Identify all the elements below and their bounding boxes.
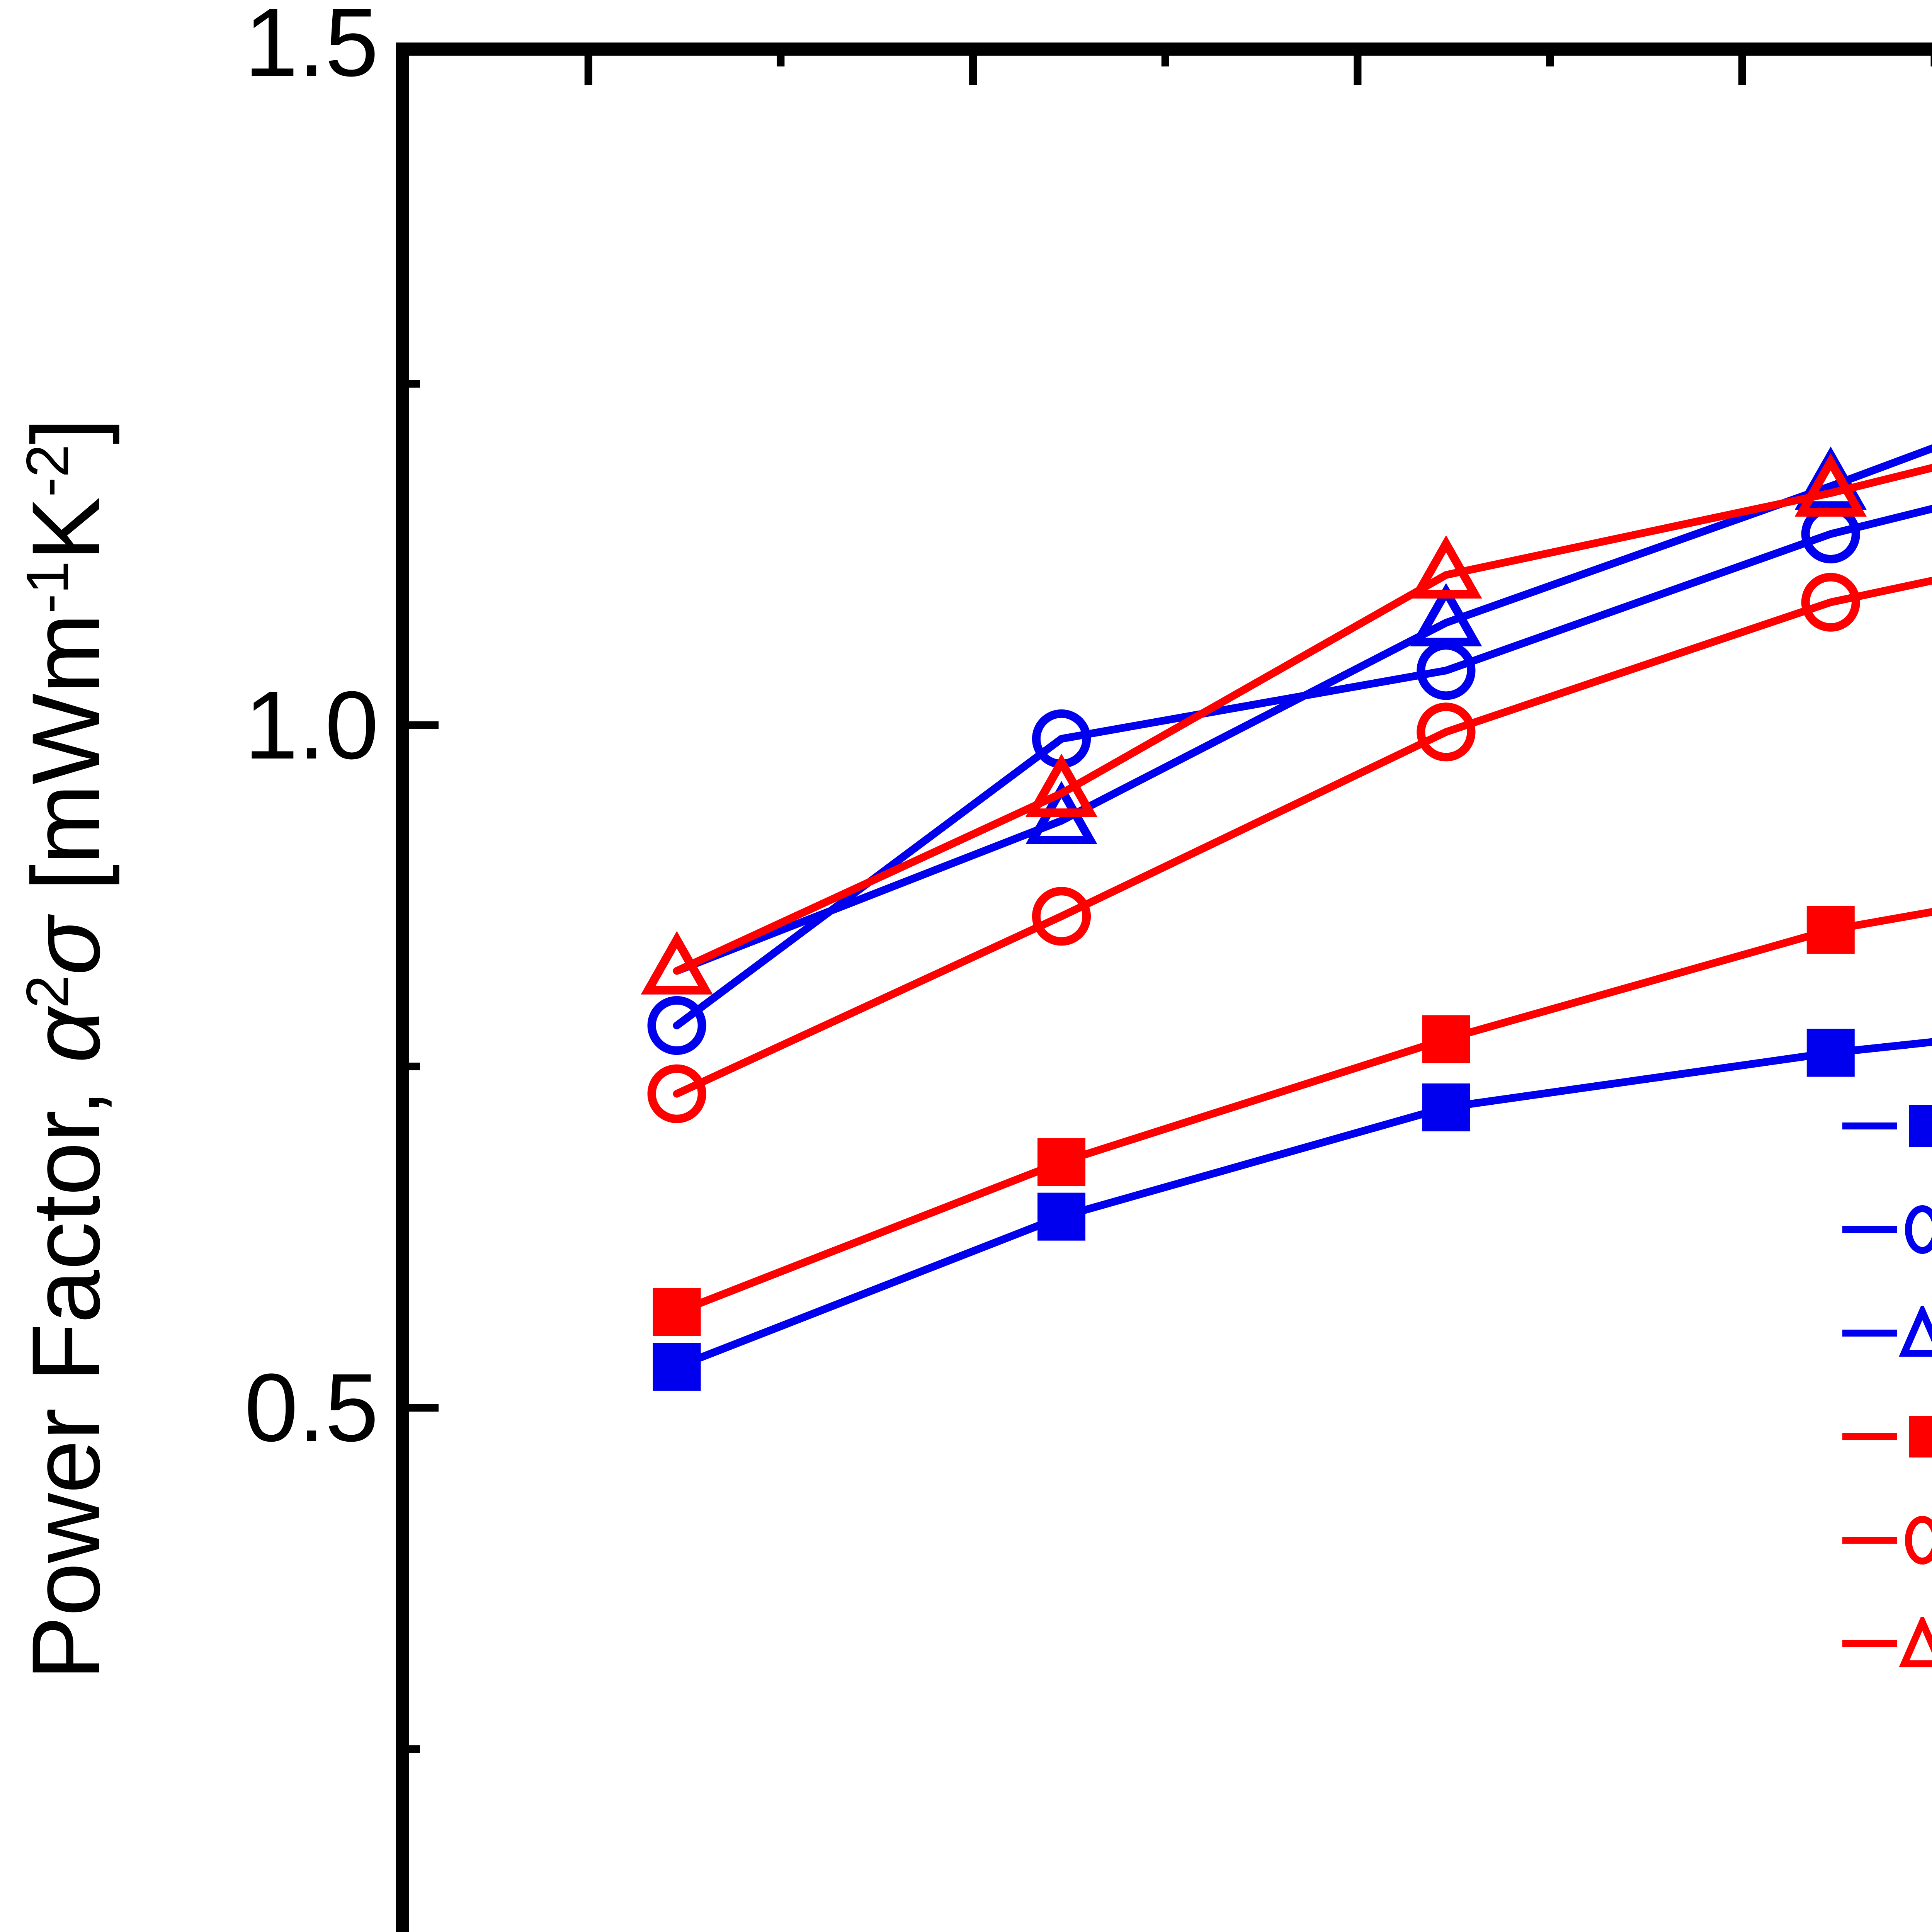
data-point-marker-square (1422, 1015, 1470, 1063)
legend-item[interactable]: MnSi1.73 [Ref. 13] (1839, 1385, 1932, 1488)
series-5 (641, 453, 1932, 995)
legend-item[interactable]: MnSi1.72:Ge0.01 (1839, 1178, 1932, 1281)
data-point-marker-square (1806, 906, 1855, 954)
series-line (673, 464, 1932, 975)
data-point-marker-square (653, 1343, 701, 1391)
legend-key-open-circle (1842, 1516, 1932, 1565)
data-point-marker-triangle (641, 931, 713, 995)
series-4 (647, 573, 1932, 1123)
series-line (673, 908, 1932, 1316)
legend-key-filled-square (1842, 1416, 1932, 1458)
plot-frame (396, 43, 1932, 1932)
y-axis-unit-close: ] (12, 418, 120, 445)
data-point-marker-circle (1032, 887, 1091, 946)
y-axis-tick-label: 1.5 (244, 0, 379, 96)
series-0 (653, 1029, 1932, 1391)
legend-marker-circle (1905, 1516, 1932, 1565)
legend-key-filled-square (1842, 1105, 1932, 1147)
data-point-marker-triangle (1025, 753, 1098, 817)
y-axis-unit-open: [mWm (12, 613, 120, 917)
data-point-marker-square (1037, 1138, 1086, 1186)
legend-key-open-triangle (1842, 1617, 1932, 1667)
legend-marker-square (1909, 1416, 1932, 1458)
data-point-marker-square (1422, 1083, 1470, 1131)
data-point-marker-circle (1801, 573, 1860, 632)
legend-marker-triangle (1899, 1306, 1932, 1357)
legend-item[interactable]: MnSi1.73:Ge0.03 (1839, 1592, 1932, 1696)
series-line (673, 577, 1932, 1098)
data-point-marker-circle (647, 1064, 706, 1123)
legend-item[interactable]: MnSi1.72 [Ref. 13] (1839, 1074, 1932, 1178)
legend-marker-triangle (1899, 1617, 1932, 1667)
legend-item[interactable]: MnSi1.72:Ge0.02 (1839, 1281, 1932, 1385)
data-point-marker-triangle (1794, 453, 1867, 517)
data-point-marker-circle (647, 996, 706, 1055)
plot-area (396, 43, 1932, 1932)
legend-key-open-circle (1842, 1205, 1932, 1254)
data-point-marker-square (1806, 1029, 1855, 1077)
y-axis-unit-exponent-2: -2 (14, 444, 81, 497)
y-axis-tick-label: 1.0 (244, 671, 379, 779)
y-axis-unit-kelvin: K (12, 497, 120, 561)
data-point-marker-triangle (1410, 535, 1482, 599)
legend: MnSi1.72 [Ref. 13]MnSi1.72:Ge0.01MnSi1.7… (1839, 1074, 1932, 1696)
y-axis-title-sigma: σ (12, 917, 120, 975)
y-axis-unit-exponent-1: -1 (14, 561, 81, 614)
series-line (673, 444, 1932, 975)
y-axis-tick-label: 0.5 (244, 1354, 379, 1462)
data-point-marker-square (653, 1288, 701, 1336)
y-axis-title-prefix: Power Factor, (12, 1063, 120, 1680)
series-3 (653, 906, 1932, 1336)
series-line (673, 505, 1932, 1029)
y-axis-title: Power Factor, α2σ [mWm-1K-2] (0, 0, 131, 1932)
data-point-marker-square (1037, 1192, 1086, 1241)
y-axis-title-alpha: α (12, 1008, 120, 1063)
data-point-marker-circle (1417, 702, 1476, 762)
legend-item[interactable]: MnSi1.73:Ge0.02 (1839, 1488, 1932, 1592)
y-axis-title-alpha-exponent: 2 (14, 975, 81, 1008)
legend-marker-square (1909, 1105, 1932, 1147)
y-axis-tick-labels: 0.00.51.01.5 (116, 0, 379, 1932)
series-2 (641, 444, 1932, 995)
data-point-marker-triangle (1410, 583, 1482, 646)
series-line (673, 1038, 1932, 1371)
legend-marker-circle (1905, 1205, 1932, 1254)
legend-key-open-triangle (1842, 1306, 1932, 1357)
plot-svg (396, 43, 1932, 1932)
